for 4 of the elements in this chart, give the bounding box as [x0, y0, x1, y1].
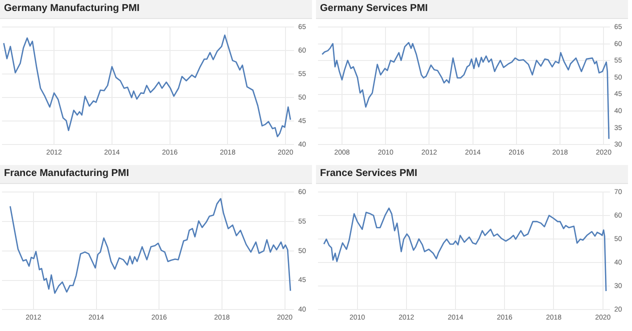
chart-title: Germany Manufacturing PMI	[0, 0, 312, 19]
chart-title: France Manufacturing PMI	[0, 165, 312, 184]
chart-title: Germany Services PMI	[316, 0, 628, 19]
chart-title: France Services PMI	[316, 165, 628, 184]
